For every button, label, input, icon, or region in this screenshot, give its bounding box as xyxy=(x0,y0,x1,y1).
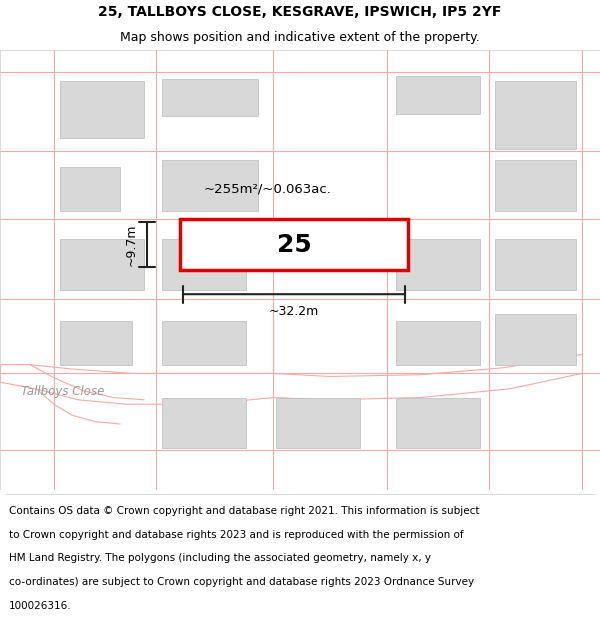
Bar xyxy=(162,321,246,364)
Bar xyxy=(396,321,480,364)
Bar xyxy=(162,239,246,290)
Text: HM Land Registry. The polygons (including the associated geometry, namely x, y: HM Land Registry. The polygons (includin… xyxy=(9,554,431,564)
Bar xyxy=(396,76,480,114)
Bar xyxy=(180,219,408,270)
Text: ~9.7m: ~9.7m xyxy=(125,224,138,266)
Text: ~255m²/~0.063ac.: ~255m²/~0.063ac. xyxy=(204,182,332,195)
Text: 100026316.: 100026316. xyxy=(9,601,71,611)
Bar xyxy=(162,160,258,211)
Bar xyxy=(162,79,258,116)
Text: Tallboys Close: Tallboys Close xyxy=(21,384,104,398)
Bar xyxy=(162,398,246,448)
Bar xyxy=(495,314,576,364)
Bar xyxy=(60,167,120,211)
Text: to Crown copyright and database rights 2023 and is reproduced with the permissio: to Crown copyright and database rights 2… xyxy=(9,530,464,540)
Text: ~32.2m: ~32.2m xyxy=(269,305,319,318)
Text: Map shows position and indicative extent of the property.: Map shows position and indicative extent… xyxy=(120,31,480,44)
Bar xyxy=(495,239,576,290)
Bar xyxy=(60,321,132,364)
Bar xyxy=(60,239,144,290)
Bar xyxy=(276,398,360,448)
Text: 25: 25 xyxy=(277,232,311,257)
Bar xyxy=(495,81,576,149)
Text: Contains OS data © Crown copyright and database right 2021. This information is : Contains OS data © Crown copyright and d… xyxy=(9,506,479,516)
Bar xyxy=(495,160,576,211)
Bar xyxy=(396,398,480,448)
Text: 25, TALLBOYS CLOSE, KESGRAVE, IPSWICH, IP5 2YF: 25, TALLBOYS CLOSE, KESGRAVE, IPSWICH, I… xyxy=(98,6,502,19)
Bar xyxy=(60,81,144,138)
Bar xyxy=(396,239,480,290)
Text: co-ordinates) are subject to Crown copyright and database rights 2023 Ordnance S: co-ordinates) are subject to Crown copyr… xyxy=(9,577,474,587)
